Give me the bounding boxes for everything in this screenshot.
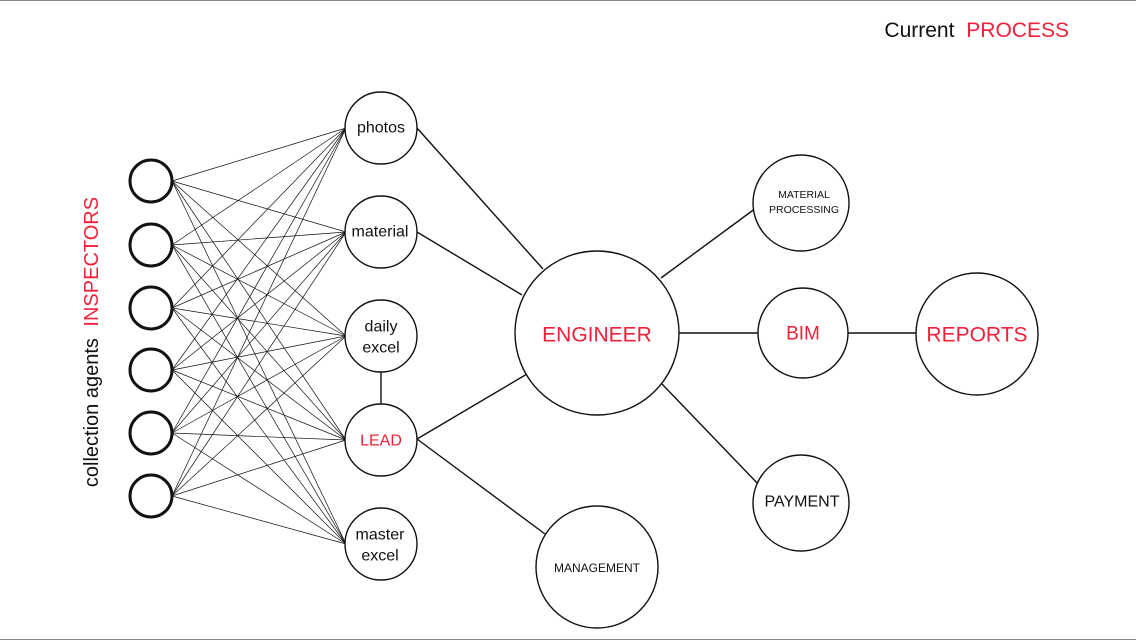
reports-label: REPORTS [926,324,1027,347]
photos-label: photos [357,120,405,137]
side-label-prefix: collection agents [81,338,103,487]
inspector-link [171,439,347,497]
inspector-node [128,473,174,519]
daily-excel-label-line-2: excel [362,340,399,357]
inspector-link [171,127,347,246]
bim-node [757,287,849,379]
master-excel-node [344,507,418,581]
side-label-highlight: INSPECTORS [81,197,103,327]
engineer-label: ENGINEER [542,324,652,347]
payment-label: PAYMENT [765,494,840,511]
reports-node [915,272,1039,396]
inspector-link [171,432,347,545]
inspector-connections [171,127,347,545]
node-connectors [380,127,917,535]
inspector-link [171,335,347,371]
inspector-link [171,335,347,497]
material-processing-label-line-1: MATERIAL [778,189,830,201]
inspector-link [171,231,347,309]
connector-material-engineer [416,231,523,296]
inspector-link [171,432,347,441]
inspector-link [171,127,347,371]
inspector-link [171,231,347,371]
daily-excel-node [344,299,418,373]
inspector-link [171,180,347,545]
inspector-link [171,231,347,497]
connector-photos-engineer [416,127,544,270]
inspector-link [171,335,347,434]
inspector-link [171,127,347,309]
daily-excel-label-line-1: daily [365,319,398,336]
lead-node [344,403,418,477]
material-processing-label-line-2: PROCESSING [769,204,839,216]
inspector-link [171,180,347,233]
connector-lead-management [416,438,546,535]
connector-engineer-material-processing [660,207,757,279]
inspector-link [171,244,347,337]
inspector-link [171,244,347,545]
inspector-link [171,307,347,337]
lead-label: LEAD [360,433,402,450]
inspector-link [171,127,347,434]
management-node [535,505,659,629]
title-highlight: PROCESS [966,19,1069,42]
payment-node [752,454,850,552]
inspector-nodes [128,158,174,519]
bim-label: BIM [786,324,820,345]
inspector-link [171,495,347,545]
inspector-link [171,244,347,441]
inspector-link [171,231,347,246]
inspector-node [128,410,174,456]
inspector-node [128,158,174,204]
photos-node [344,91,418,165]
side-label: collection agents INSPECTORS [81,197,103,487]
inspector-link [171,307,347,441]
connector-lead-engineer [416,373,528,440]
master-excel-label-line-2: excel [361,548,398,565]
engineer-node [514,250,680,416]
inspector-node [128,285,174,331]
inspector-link [171,180,347,337]
inspector-link [171,127,347,497]
inspector-link [171,231,347,434]
inspector-link [171,307,347,545]
inspector-link [171,180,347,441]
material-node [344,195,418,269]
inspector-link [171,369,347,441]
connector-engineer-payment [661,383,761,487]
material-processing-node [752,154,850,252]
material-label: material [352,224,409,241]
inspector-link [171,127,347,182]
inspector-node [128,222,174,268]
title-prefix: Current [884,19,954,42]
management-label: MANAGEMENT [554,561,641,575]
diagram-title: Current PROCESS [884,19,1069,42]
inspector-node [128,347,174,393]
master-excel-label-line-1: master [356,527,406,544]
